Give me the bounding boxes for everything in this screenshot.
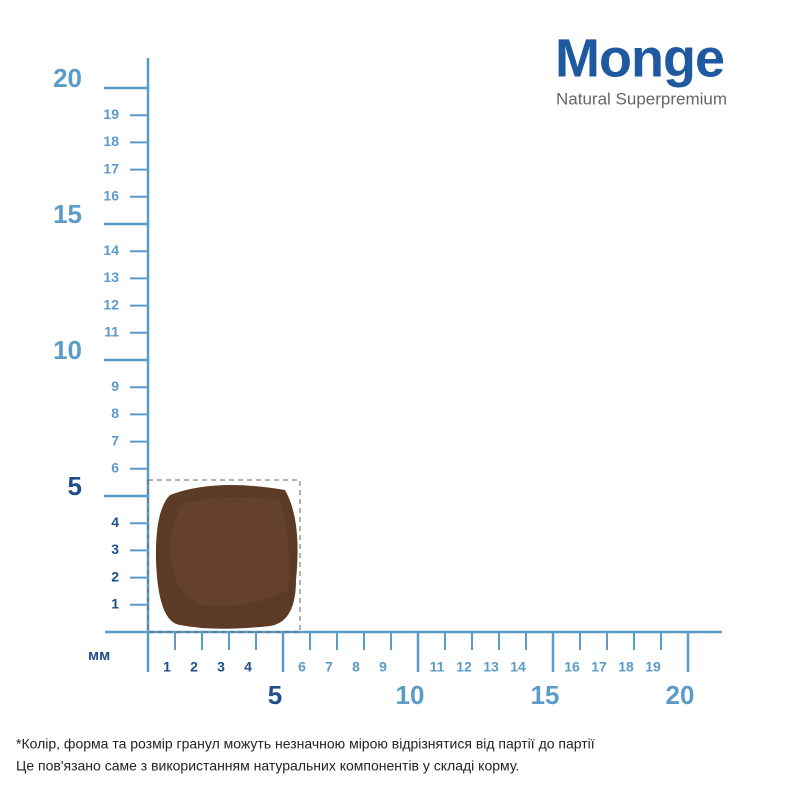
y-tick-label: 4 bbox=[111, 514, 119, 530]
x-tick-label: 1 bbox=[163, 659, 171, 675]
x-tick-label: 19 bbox=[645, 659, 661, 675]
x-major-label: 20 bbox=[666, 680, 695, 710]
unit: мм bbox=[88, 647, 110, 664]
x-tick-label: 4 bbox=[244, 659, 252, 675]
x-major-label: 10 bbox=[396, 680, 425, 710]
x-tick-label: 8 bbox=[352, 659, 360, 675]
x-tick-label: 6 bbox=[298, 659, 306, 675]
x-major-label: 5 bbox=[268, 680, 282, 710]
y-tick-label: 2 bbox=[111, 568, 119, 584]
y-tick-label: 19 bbox=[103, 106, 119, 122]
x-tick-label: 12 bbox=[456, 659, 472, 675]
x-tick-label: 17 bbox=[591, 659, 607, 675]
x-tick-label: 13 bbox=[483, 659, 499, 675]
brand: Monge bbox=[555, 28, 724, 88]
pellet-texture bbox=[169, 496, 289, 606]
x-tick-label: 9 bbox=[379, 659, 387, 675]
x-tick-label: 14 bbox=[510, 659, 526, 675]
size-box bbox=[147, 479, 301, 633]
x-tick-label: 11 bbox=[430, 659, 445, 675]
y-tick-label: 13 bbox=[103, 269, 119, 285]
y-major-label: 5 bbox=[68, 471, 82, 501]
x-tick-label: 16 bbox=[564, 659, 580, 675]
y-major-label: 20 bbox=[53, 63, 82, 93]
y-tick-label: 6 bbox=[111, 460, 119, 476]
y-major-label: 15 bbox=[53, 199, 82, 229]
y-tick-label: 12 bbox=[103, 296, 119, 312]
footnote: *Колір, форма та розмір гранул можуть не… bbox=[16, 736, 595, 752]
x-tick-label: 18 bbox=[618, 659, 634, 675]
y-tick-label: 16 bbox=[103, 188, 119, 204]
x-tick-label: 2 bbox=[190, 659, 198, 675]
x-major-label: 15 bbox=[531, 680, 560, 710]
y-tick-label: 17 bbox=[103, 160, 119, 176]
y-major-label: 10 bbox=[53, 335, 82, 365]
x-tick-label: 3 bbox=[217, 659, 225, 675]
y-tick-label: 3 bbox=[111, 541, 119, 557]
y-tick-label: 14 bbox=[103, 242, 119, 258]
tagline: Natural Superpremium bbox=[556, 89, 727, 108]
y-tick-label: 11 bbox=[104, 324, 119, 340]
footnote: Це пов'язано саме з використанням натура… bbox=[16, 758, 519, 774]
y-tick-label: 18 bbox=[103, 133, 119, 149]
y-tick-label: 9 bbox=[111, 378, 119, 394]
y-tick-label: 8 bbox=[111, 405, 119, 421]
y-tick-label: 7 bbox=[111, 432, 119, 448]
x-tick-label: 7 bbox=[325, 659, 333, 675]
y-tick-label: 1 bbox=[111, 596, 119, 612]
